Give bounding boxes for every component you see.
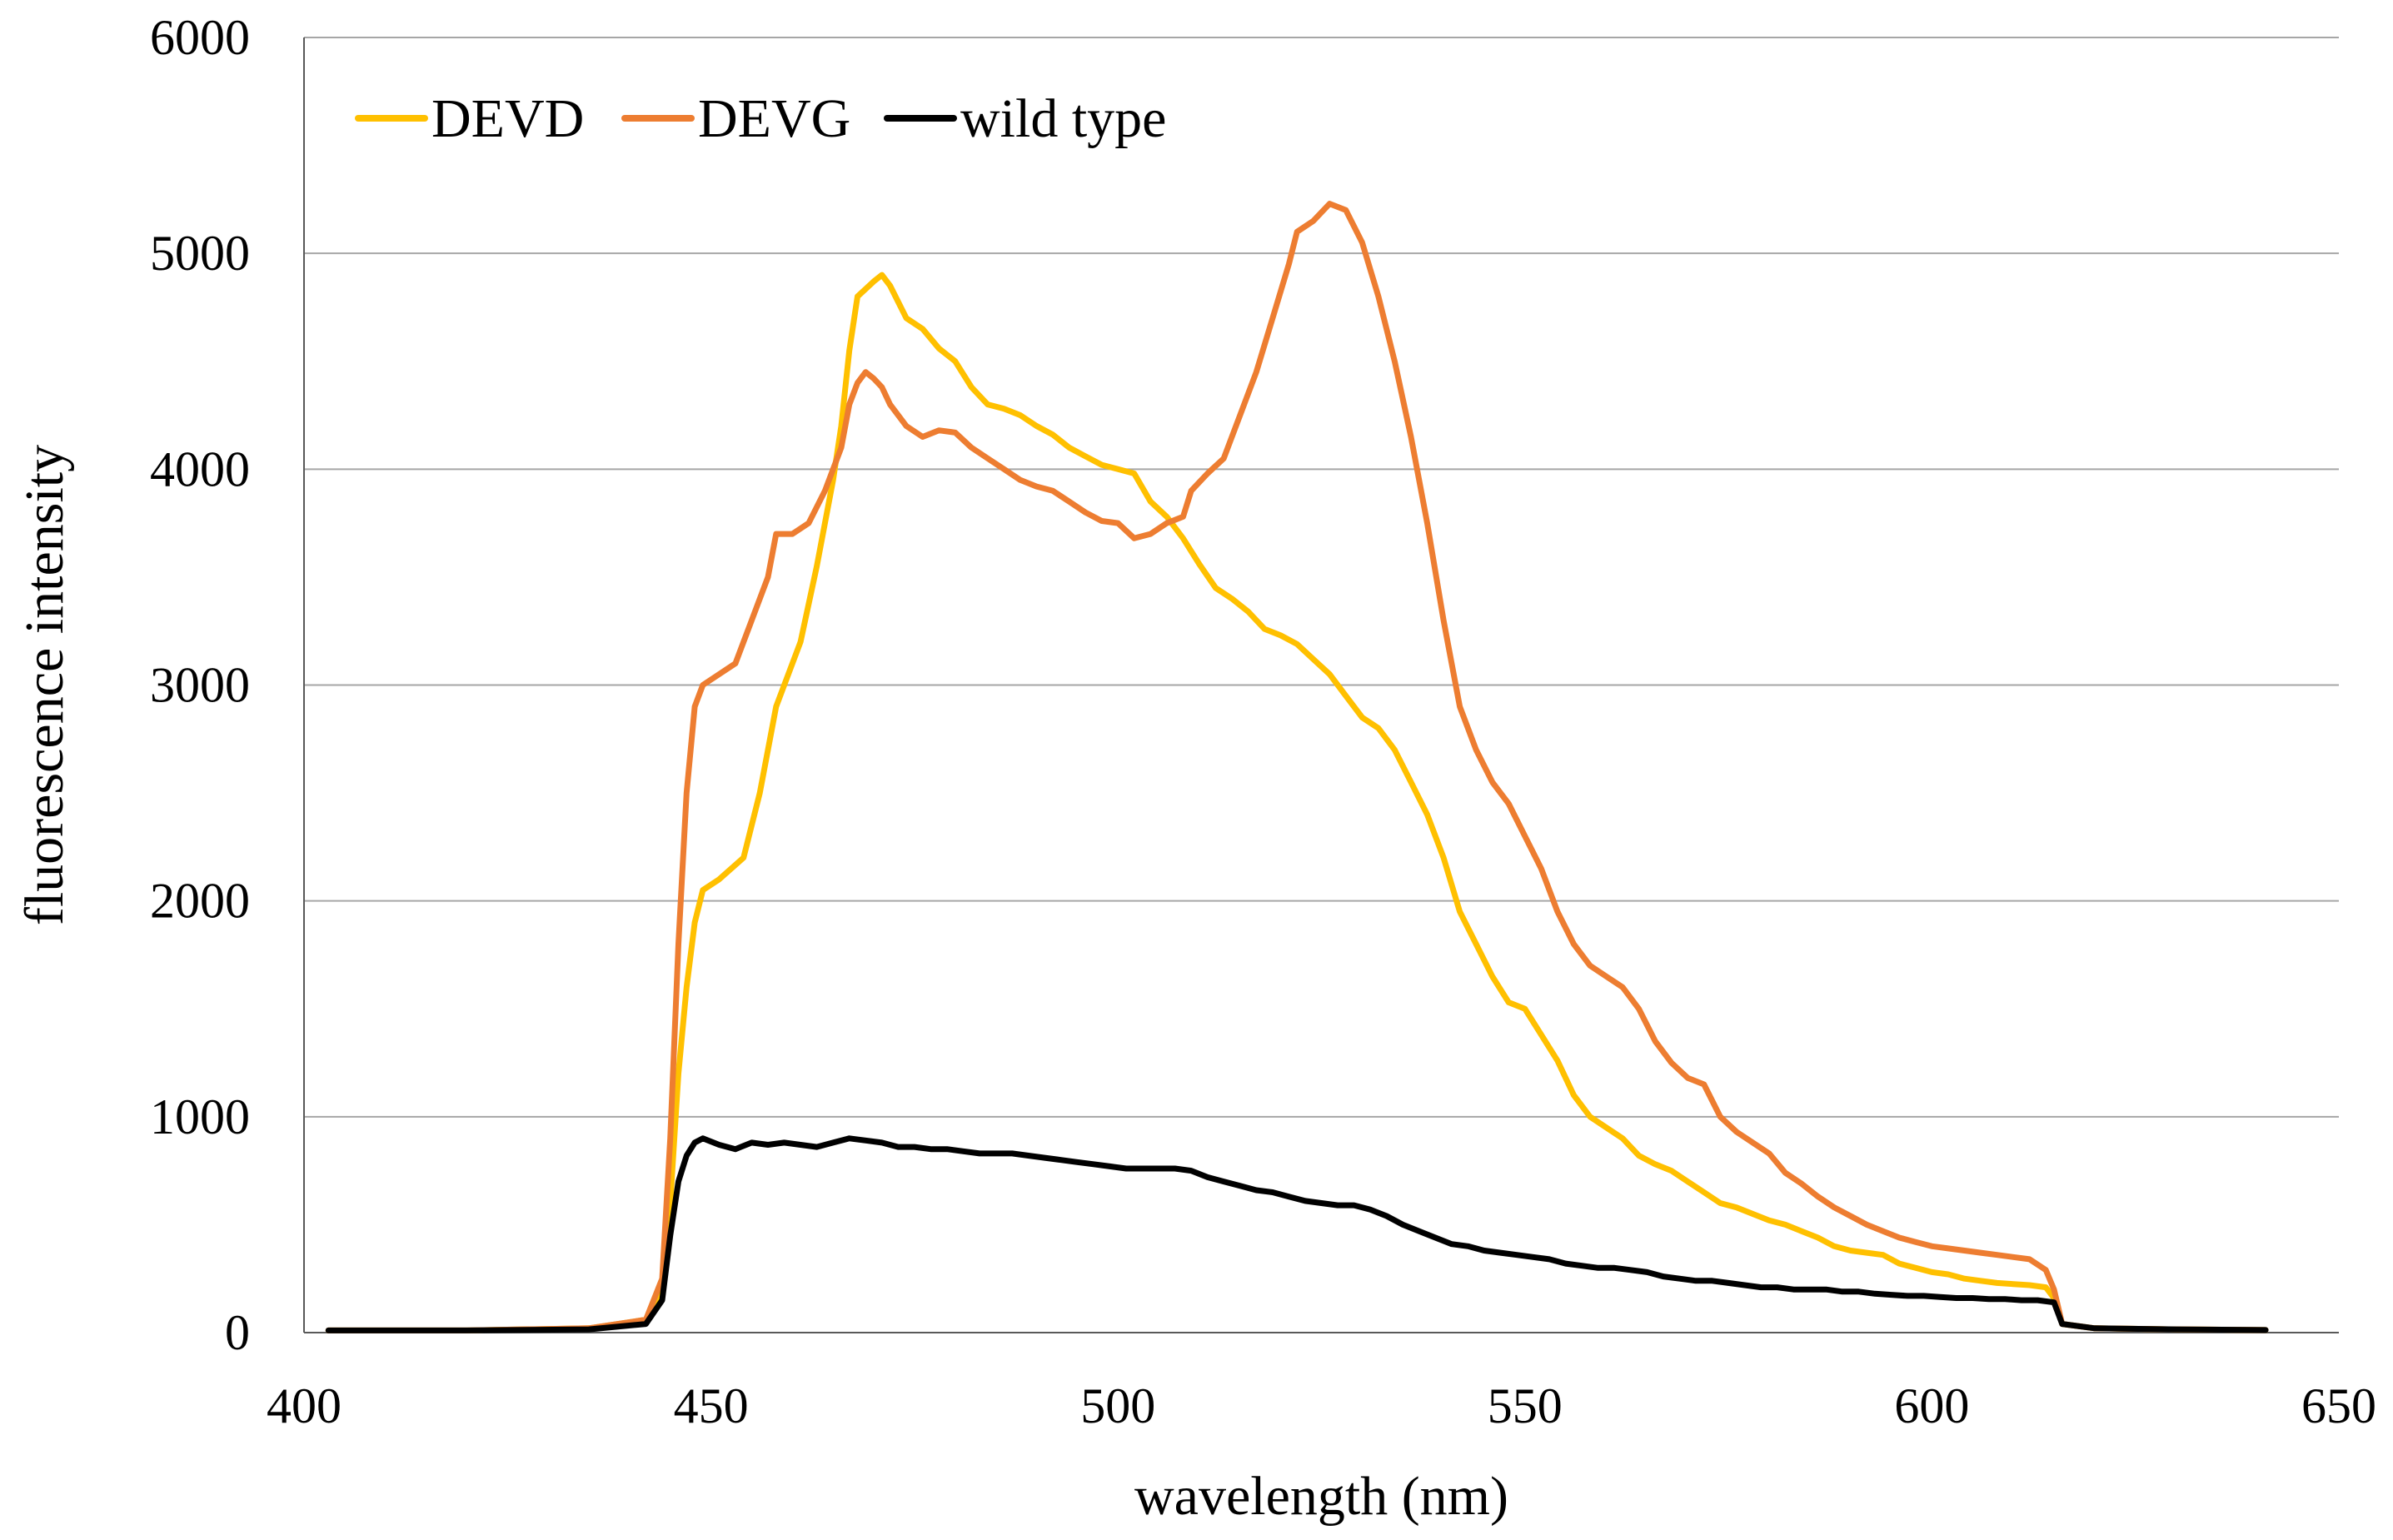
x-tick-label: 400 bbox=[267, 1378, 342, 1433]
plot-area-border bbox=[303, 37, 2339, 1333]
y-tick-label: 1000 bbox=[150, 1089, 250, 1144]
series-line-wild-type bbox=[325, 1135, 2269, 1333]
gridlines bbox=[304, 37, 2339, 1118]
series-line-devd bbox=[325, 272, 2269, 1333]
x-tick-label: 500 bbox=[1080, 1378, 1155, 1433]
series-line-devg bbox=[325, 201, 2269, 1333]
legend-label: wild type bbox=[960, 88, 1166, 149]
legend-label: DEVD bbox=[431, 88, 584, 149]
x-tick-label: 650 bbox=[2301, 1378, 2376, 1433]
y-tick-label: 2000 bbox=[150, 874, 250, 929]
series-layer bbox=[325, 201, 2269, 1333]
y-tick-label: 3000 bbox=[150, 658, 250, 713]
y-tick-label: 6000 bbox=[150, 10, 250, 65]
y-axis-title: fluorescence intensity bbox=[14, 445, 75, 925]
y-tick-label: 0 bbox=[225, 1305, 250, 1360]
x-axis-ticks: 400 450 500 550 600 650 bbox=[267, 1378, 2376, 1433]
legend-label: DEVG bbox=[698, 88, 850, 149]
y-axis-ticks: 0 1000 2000 3000 4000 5000 6000 bbox=[150, 10, 250, 1360]
x-tick-label: 450 bbox=[674, 1378, 749, 1433]
x-axis-title: wavelength (nm) bbox=[1134, 1466, 1508, 1527]
legend: DEVD DEVG wild type bbox=[355, 88, 1166, 149]
y-tick-label: 4000 bbox=[150, 441, 250, 496]
x-tick-label: 550 bbox=[1488, 1378, 1563, 1433]
y-tick-label: 5000 bbox=[150, 226, 250, 281]
x-tick-label: 600 bbox=[1894, 1378, 1969, 1433]
